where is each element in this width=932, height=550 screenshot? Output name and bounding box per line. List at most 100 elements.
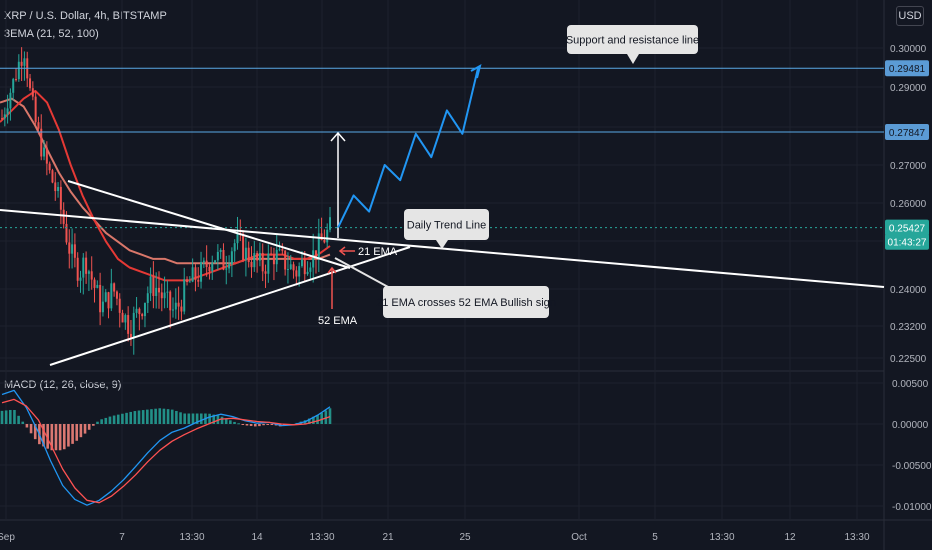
candle-body <box>208 266 211 272</box>
macd-histogram-bar <box>67 424 70 447</box>
candle-body <box>121 312 124 323</box>
time-tick-label: 7 <box>119 532 125 543</box>
macd-histogram-bar <box>199 413 203 424</box>
candle-body <box>3 114 6 119</box>
candle-body <box>278 249 281 251</box>
candle-body <box>143 302 146 317</box>
macd-histogram-bar <box>79 424 83 438</box>
time-tick-label: Oct <box>571 532 587 543</box>
candle-body <box>59 186 62 210</box>
support-resistance-callout-box <box>567 25 698 54</box>
candle-body <box>40 128 43 157</box>
price-marker-badge <box>885 219 929 236</box>
candle-body <box>118 298 121 313</box>
macd-histogram-bar <box>150 409 153 424</box>
ema21-label: 21 EMA <box>358 246 398 258</box>
macd-histogram-bar <box>116 414 120 424</box>
candle-body <box>82 257 85 278</box>
candle-body <box>244 247 247 260</box>
candle-body <box>6 108 9 115</box>
macd-histogram-bar <box>87 424 91 430</box>
candle-body <box>247 247 250 262</box>
candle-body <box>43 147 46 157</box>
macd-histogram-bar <box>175 410 178 424</box>
candle-body <box>31 88 34 97</box>
candle-body <box>312 250 315 268</box>
macd-histogram-bar <box>166 409 170 424</box>
macd-histogram-bar <box>96 421 99 424</box>
candle-body <box>219 250 222 252</box>
macd-histogram-bar <box>245 424 249 426</box>
candle-body <box>138 308 141 315</box>
ema52-arrow-head <box>327 266 337 274</box>
candle-body <box>289 264 292 270</box>
time-tick-label: 13:30 <box>844 532 869 543</box>
candle-body <box>155 287 158 296</box>
candle-body <box>329 217 331 230</box>
time-tick-label: 14 <box>251 532 263 543</box>
candle-body <box>54 182 57 192</box>
macd-histogram-bar <box>224 418 228 424</box>
price-marker-label: 01:43:27 <box>888 238 927 249</box>
candle-body <box>300 259 303 267</box>
candle-body <box>183 279 186 312</box>
candle-body <box>115 291 118 299</box>
macd-histogram-bar <box>241 424 245 425</box>
macd-histogram-bar <box>62 424 66 450</box>
target-arrow-head <box>330 131 346 142</box>
candle-body <box>152 276 155 296</box>
macd-histogram-bar <box>266 424 270 425</box>
macd-histogram-bar <box>75 424 79 441</box>
macd-histogram-bar <box>108 416 112 424</box>
candle-body <box>68 242 71 254</box>
price-marker-badge <box>885 233 929 250</box>
currency-button[interactable]: USD <box>896 6 924 26</box>
candle-body <box>101 301 104 313</box>
candle-body <box>141 314 144 317</box>
macd-histogram-bar <box>17 415 20 424</box>
price-tick-label: 0.26000 <box>890 199 927 210</box>
macd-histogram-bar <box>125 412 128 424</box>
candle-body <box>87 271 90 274</box>
candle-body <box>177 302 180 307</box>
macd-histogram-bar <box>83 424 87 434</box>
candle-body <box>270 253 273 255</box>
macd-histogram-bar <box>195 413 199 424</box>
macd-histogram-bar <box>320 412 323 424</box>
price-tick-label: 0.29000 <box>890 83 927 94</box>
candle-body <box>135 308 138 313</box>
time-tick-label: 13:30 <box>179 532 204 543</box>
macd-histogram-bar <box>187 413 191 424</box>
macd-tick-label: -0.01000 <box>892 502 932 513</box>
candle-body <box>258 252 261 261</box>
macd-histogram-bar <box>54 424 58 451</box>
macd-tick-label: -0.00500 <box>892 461 932 472</box>
macd-histogram-bar <box>179 412 182 424</box>
macd-indicator-label[interactable]: MACD (12, 26, close, 9) <box>4 379 122 391</box>
candle-body <box>298 266 301 277</box>
time-tick-label: 13:30 <box>309 532 334 543</box>
candle-body <box>20 61 23 66</box>
candle-body <box>65 223 68 243</box>
price-marker-badge <box>885 60 929 77</box>
ema21-arrow-head <box>338 246 346 256</box>
candle-body <box>37 122 40 129</box>
macd-histogram-bar <box>170 409 174 424</box>
macd-histogram-bar <box>220 416 224 424</box>
projection-path <box>337 67 479 229</box>
candle-body <box>272 254 275 265</box>
macd-histogram-bar <box>71 424 74 444</box>
macd-histogram-bar <box>100 419 103 424</box>
candle-body <box>292 264 295 271</box>
candle-body <box>169 291 172 311</box>
candle-body <box>194 267 197 280</box>
price-tick-label: 0.22500 <box>890 354 927 365</box>
candle-body <box>62 209 65 224</box>
candle-body <box>295 270 298 277</box>
ema-indicator-label[interactable]: 3EMA (21, 52, 100) <box>4 28 99 40</box>
macd-line <box>1 389 331 506</box>
candle-body <box>250 261 253 268</box>
macd-histogram-bar <box>137 410 141 424</box>
price-marker-label: 0.29481 <box>889 64 926 75</box>
